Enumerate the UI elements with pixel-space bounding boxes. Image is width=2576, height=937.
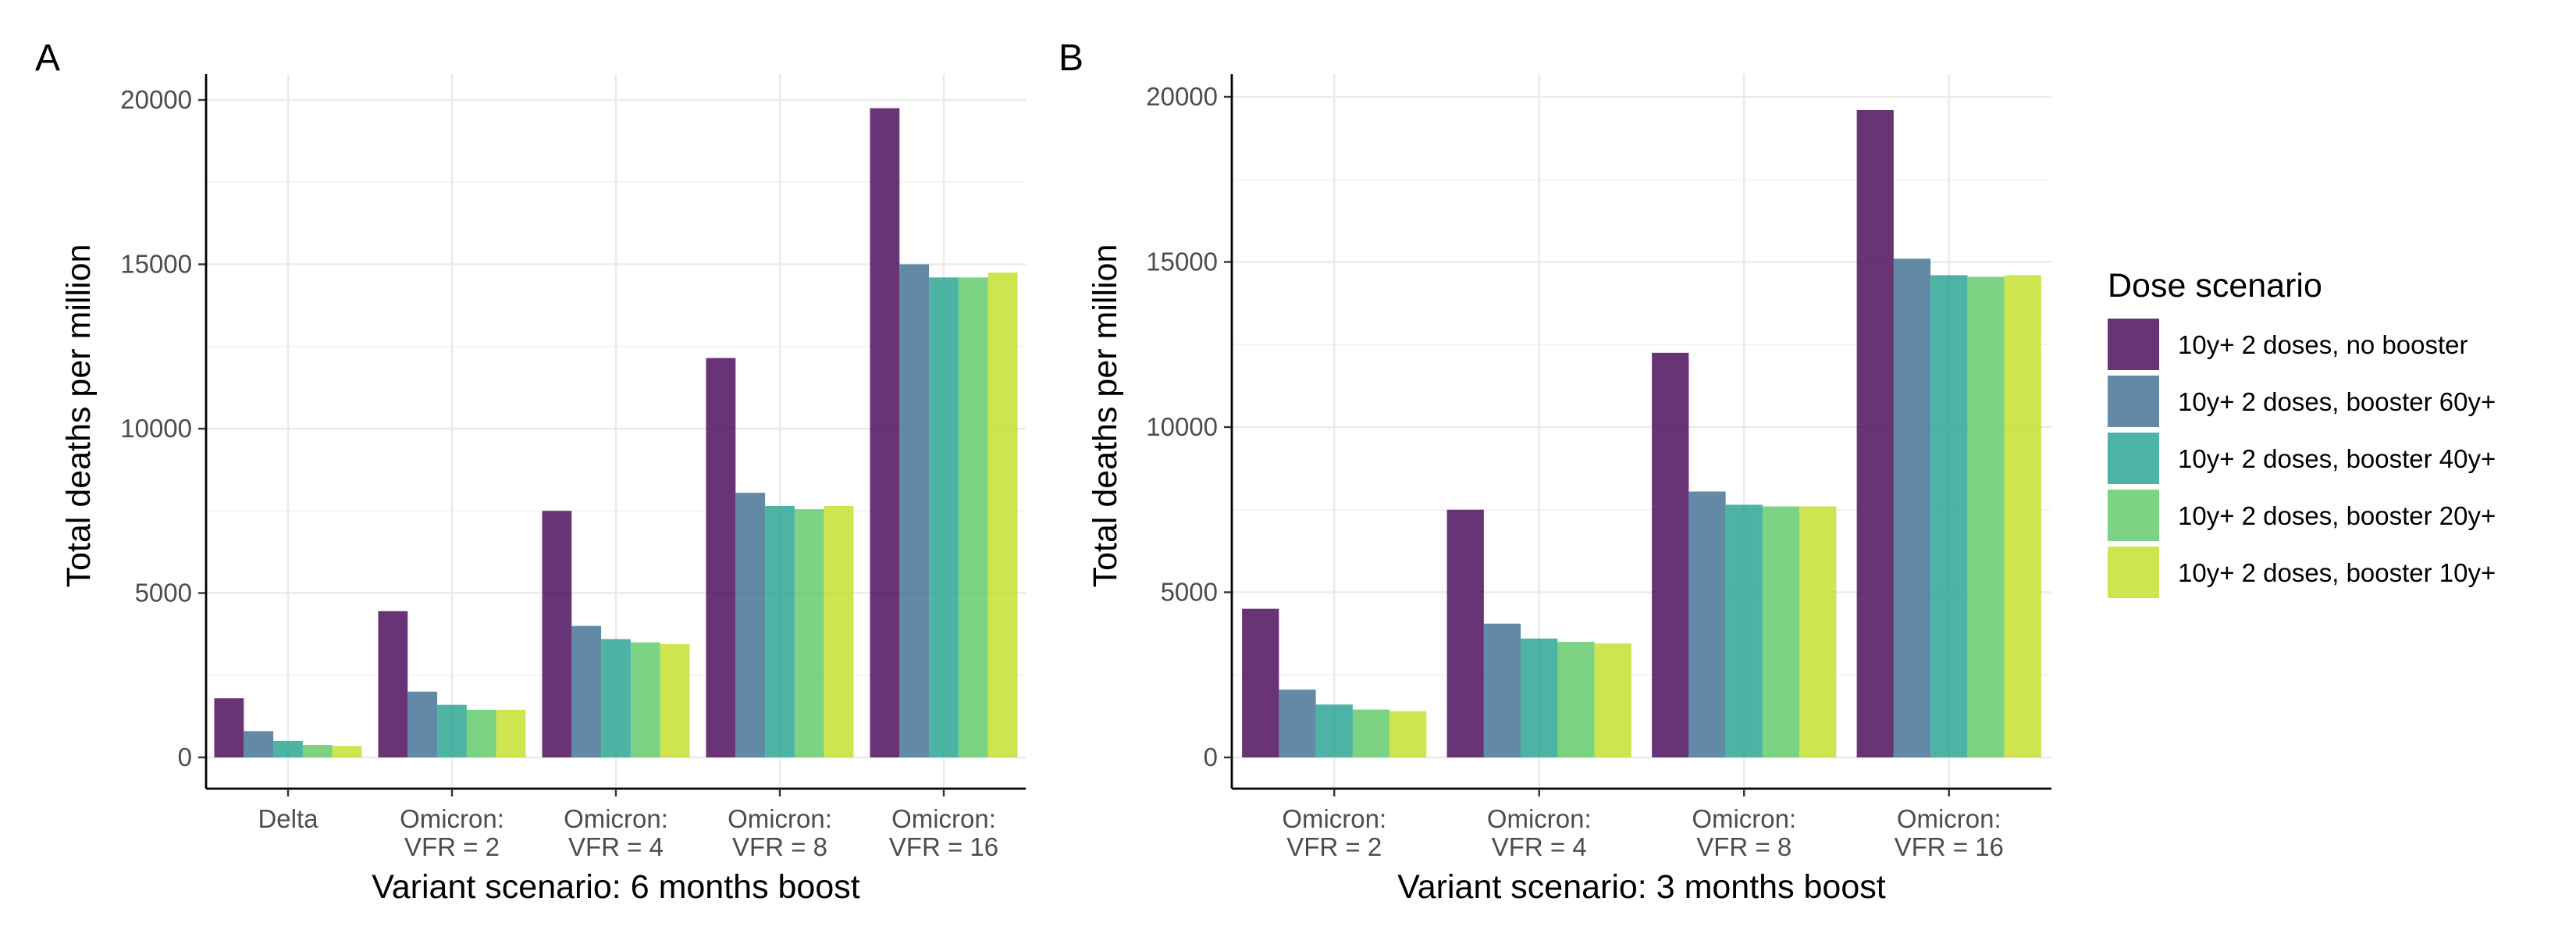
y-tick-label: 5000 <box>1161 578 1218 607</box>
bar-b-series1-cat3 <box>1652 352 1689 757</box>
legend: Dose scenario 10y+ 2 doses, no booster 10y… <box>2108 267 2496 598</box>
bar-a-series2-cat4 <box>735 493 766 757</box>
bar-a-series2-cat2 <box>407 691 438 757</box>
legend-label: 10y+ 2 doses, booster 20y+ <box>2178 501 2496 530</box>
legend-label: 10y+ 2 doses, booster 10y+ <box>2178 558 2496 587</box>
bar-a-series4-cat5 <box>958 277 988 758</box>
y-tick-label: 20000 <box>1146 82 1218 111</box>
bar-b-series5-cat3 <box>1799 506 1837 757</box>
bar-a-series5-cat1 <box>332 746 362 757</box>
bar-a-series3-cat3 <box>601 639 631 757</box>
y-axis-title: Total deaths per million <box>1087 244 1124 588</box>
bar-b-series1-cat1 <box>1242 608 1279 757</box>
bar-a-series4-cat4 <box>794 509 824 757</box>
legend-swatch <box>2108 376 2159 427</box>
bar-a-series4-cat3 <box>630 642 660 757</box>
y-tick-label: 0 <box>178 743 192 771</box>
bar-b-series3-cat3 <box>1725 504 1763 757</box>
legend-swatch <box>2108 319 2159 370</box>
x-tick-label: Omicron: <box>564 804 668 833</box>
bar-b-series3-cat4 <box>1930 275 1968 757</box>
x-tick-label: Omicron: <box>891 804 996 833</box>
bar-a-series3-cat4 <box>765 505 795 757</box>
bar-a-series1-cat4 <box>706 358 736 757</box>
bar-b-series4-cat3 <box>1762 506 1800 757</box>
legend-title: Dose scenario <box>2108 267 2322 305</box>
y-axis-title: Total deaths per million <box>60 244 98 588</box>
bar-a-series1-cat2 <box>378 611 408 757</box>
x-axis-title: Variant scenario: 6 months boost <box>372 868 859 906</box>
x-tick-label: VFR = 8 <box>732 832 827 861</box>
panel-tag: B <box>1059 37 1083 79</box>
bar-b-series2-cat1 <box>1279 689 1316 757</box>
legend-label: 10y+ 2 doses, booster 40y+ <box>2178 444 2496 473</box>
bar-a-series2-cat5 <box>899 264 930 757</box>
x-tick-label: VFR = 8 <box>1696 832 1791 861</box>
bar-b-series3-cat1 <box>1315 704 1353 757</box>
bar-a-series4-cat1 <box>302 745 333 757</box>
bar-a-series1-cat5 <box>870 108 900 757</box>
y-tick-label: 10000 <box>120 414 192 443</box>
y-tick-label: 15000 <box>1146 248 1218 276</box>
legend-label: 10y+ 2 doses, no booster <box>2178 330 2468 359</box>
bar-b-series2-cat3 <box>1688 491 1726 757</box>
bar-a-series3-cat2 <box>437 704 467 757</box>
bar-a-series1-cat3 <box>542 511 572 757</box>
bar-b-series4-cat2 <box>1557 641 1595 757</box>
bar-b-series3-cat2 <box>1521 638 1558 757</box>
x-tick-label: VFR = 16 <box>1895 832 2004 861</box>
bar-a-series5-cat3 <box>660 643 690 757</box>
bar-a-series4-cat2 <box>466 709 496 757</box>
bar-b-series4-cat4 <box>1967 276 2005 757</box>
bar-a-series3-cat5 <box>929 277 959 758</box>
x-tick-label: Omicron: <box>1282 804 1386 833</box>
bar-b-series5-cat2 <box>1594 643 1631 757</box>
x-tick-label: VFR = 4 <box>568 832 664 861</box>
bar-b-series2-cat4 <box>1893 258 1931 757</box>
bar-a-series1-cat1 <box>214 698 244 757</box>
x-tick-label: Omicron: <box>1692 804 1796 833</box>
legend-swatch <box>2108 490 2159 541</box>
x-tick-label: Omicron: <box>1487 804 1592 833</box>
y-tick-label: 5000 <box>135 579 192 607</box>
x-axis-title: Variant scenario: 3 months boost <box>1397 868 1885 906</box>
x-tick-label: Omicron: <box>1897 804 2001 833</box>
y-tick-label: 0 <box>1204 743 1218 771</box>
x-tick-label: VFR = 4 <box>1492 832 1587 861</box>
x-tick-label: VFR = 2 <box>404 832 500 861</box>
bar-b-series1-cat4 <box>1856 109 1894 758</box>
y-tick-label: 15000 <box>120 250 192 279</box>
bar-b-series5-cat4 <box>2004 275 2041 757</box>
bar-b-series1-cat2 <box>1446 509 1484 757</box>
bar-b-series2-cat2 <box>1483 623 1521 757</box>
x-tick-label: VFR = 2 <box>1286 832 1382 861</box>
legend-label: 10y+ 2 doses, booster 60y+ <box>2178 387 2496 416</box>
bar-b-series4-cat1 <box>1352 709 1390 757</box>
bar-a-series5-cat4 <box>824 505 854 757</box>
bar-a-series2-cat3 <box>571 625 602 757</box>
x-tick-label: Delta <box>258 804 318 833</box>
legend-swatch <box>2108 433 2159 484</box>
bar-a-series2-cat1 <box>244 731 274 757</box>
y-tick-label: 10000 <box>1146 412 1218 441</box>
panel-tag: A <box>35 37 60 79</box>
x-tick-label: VFR = 16 <box>889 832 998 861</box>
bar-a-series5-cat5 <box>987 273 1018 757</box>
bar-a-series3-cat1 <box>273 740 303 757</box>
y-tick-label: 20000 <box>120 85 192 114</box>
bar-b-series5-cat1 <box>1389 711 1427 757</box>
x-tick-label: Omicron: <box>728 804 832 833</box>
legend-swatch <box>2108 547 2159 598</box>
x-tick-label: Omicron: <box>400 804 504 833</box>
bar-a-series5-cat2 <box>496 709 526 757</box>
